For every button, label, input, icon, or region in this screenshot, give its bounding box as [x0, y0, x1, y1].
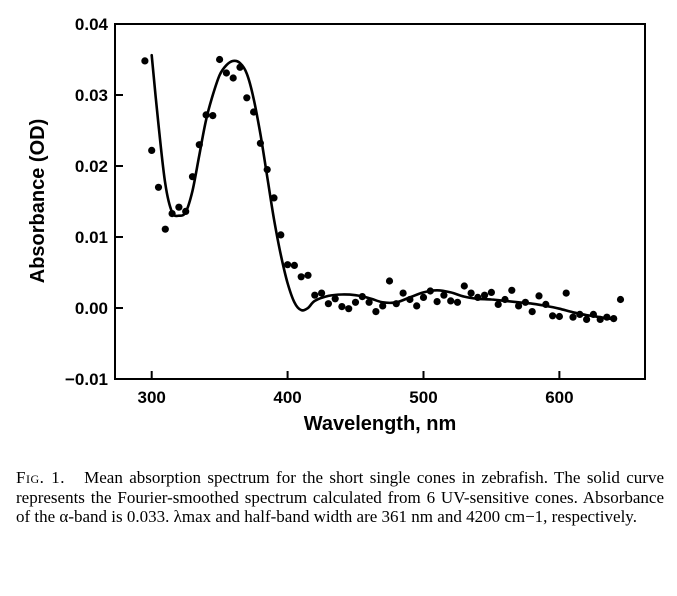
data-point [351, 298, 360, 306]
data-point [555, 312, 564, 321]
data-point [304, 271, 312, 279]
data-point [338, 303, 346, 311]
plot-frame [114, 23, 646, 380]
data-point [535, 292, 543, 300]
y-tick-label: 0.01 [75, 228, 108, 247]
data-point [576, 310, 584, 318]
data-point [372, 308, 380, 316]
y-axis-title: Absorbance (OD) [27, 119, 49, 283]
x-axis-ticks [150, 371, 561, 379]
y-tick-label: 0.00 [75, 299, 108, 318]
y-tick-label: −0.01 [65, 370, 108, 389]
y-axis-ticks [115, 23, 123, 380]
data-point [202, 111, 210, 119]
data-point [603, 313, 611, 321]
data-point [616, 295, 625, 304]
fourier-smoothed-curve [150, 53, 615, 321]
data-point [508, 286, 516, 294]
data-point [385, 277, 394, 285]
data-point [521, 298, 530, 306]
data-point [209, 112, 217, 120]
data-point [154, 183, 163, 191]
data-point [610, 315, 618, 323]
data-point [426, 287, 434, 295]
data-point [501, 295, 509, 304]
data-point [175, 203, 183, 211]
data-point [481, 291, 489, 299]
caption-text: Mean absorption spectrum for the short s… [16, 468, 665, 527]
data-point [263, 166, 271, 174]
data-point [433, 298, 441, 306]
data-point [399, 289, 407, 297]
data-point [460, 282, 468, 290]
data-point [589, 310, 598, 318]
data-point [182, 207, 190, 215]
data-point [494, 300, 502, 308]
data-point [188, 173, 197, 181]
y-tick-label: 0.04 [75, 15, 109, 34]
data-point [290, 261, 298, 269]
x-axis-title: Wavelength, nm [304, 413, 457, 435]
data-point [270, 194, 278, 202]
data-point [250, 108, 258, 116]
data-point [440, 291, 448, 299]
data-point [596, 315, 604, 323]
data-point [379, 302, 387, 310]
data-point [413, 302, 421, 310]
x-tick-label: 300 [138, 388, 166, 407]
data-point [562, 289, 570, 297]
data-point [453, 298, 462, 306]
x-tick-label: 500 [409, 388, 437, 407]
figure-caption: Fig. 1. Mean absorption spectrum for the… [16, 468, 664, 527]
data-point [365, 298, 373, 306]
figure-label: Fig. 1. [16, 468, 65, 487]
data-point [229, 74, 237, 82]
data-point [324, 300, 332, 308]
absorption-spectrum-chart: 0.04 0.03 0.02 0.01 0.00 −0.01 300 400 500 600 W… [27, 15, 646, 435]
data-point [406, 295, 414, 304]
data-point [277, 231, 285, 239]
data-point [358, 293, 366, 301]
data-point [419, 293, 428, 301]
data-point [474, 293, 482, 301]
data-point [569, 313, 577, 321]
data-point [168, 210, 176, 218]
x-tick-label: 600 [545, 388, 573, 407]
data-point [222, 69, 230, 77]
data-point [256, 139, 264, 147]
data-point [583, 315, 591, 323]
data-point [297, 273, 305, 281]
x-tick-label: 400 [273, 388, 301, 407]
data-point [447, 297, 455, 305]
data-point [542, 300, 550, 308]
data-points [141, 55, 625, 323]
data-point [345, 305, 353, 313]
data-point [243, 94, 251, 102]
y-axis-tick-labels: 0.04 0.03 0.02 0.01 0.00 −0.01 [65, 15, 109, 389]
y-tick-label: 0.02 [75, 157, 108, 176]
x-axis-tick-labels: 300 400 500 600 [138, 388, 574, 407]
data-point [318, 289, 326, 297]
y-tick-label: 0.03 [75, 86, 108, 105]
data-point [487, 288, 495, 296]
data-point [236, 63, 244, 71]
data-point [148, 146, 156, 154]
data-point [392, 300, 400, 308]
data-point [284, 261, 292, 269]
data-point [161, 225, 169, 233]
data-point [195, 141, 203, 149]
data-point [467, 289, 475, 297]
data-point [528, 308, 536, 316]
data-point [141, 57, 149, 65]
data-point [311, 291, 319, 299]
data-point [515, 302, 523, 310]
data-point [549, 312, 557, 320]
data-point [216, 55, 224, 64]
data-point [331, 295, 339, 303]
